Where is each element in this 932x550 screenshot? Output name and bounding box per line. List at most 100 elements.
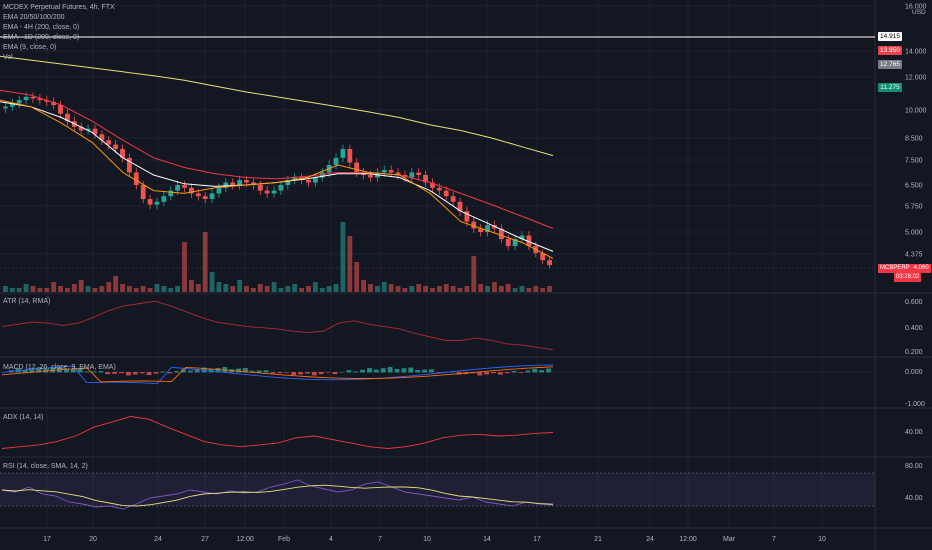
candle-body-4 [30, 96, 36, 99]
candle-body-6 [44, 100, 50, 102]
macd-hist-17 [119, 372, 124, 374]
volume-bar-37 [257, 284, 263, 292]
rsi-tick-1: 40.00 [905, 495, 923, 502]
volume-bar-78 [540, 288, 546, 292]
volume-bar-45 [312, 282, 318, 292]
candle-body-75 [519, 235, 525, 240]
candle-body-35 [244, 180, 249, 183]
macd-label[interactable]: MACD (12, 26, close, 9, EMA, EMA) [3, 364, 116, 371]
macd-hist-62 [429, 369, 434, 373]
candle-body-70 [485, 225, 490, 232]
macd-hist-42 [291, 372, 297, 376]
volume-bar-54 [374, 286, 380, 292]
candle-body-78 [540, 253, 546, 261]
candle-body-18 [127, 157, 132, 173]
candle-body-48 [333, 157, 339, 165]
volume-bar-27 [188, 280, 194, 292]
time-tick-11: 21 [594, 536, 602, 543]
candle-body-46 [319, 172, 325, 178]
legend-ema-1d[interactable]: EMA - 1D (200, close, 0) [3, 34, 80, 41]
macd-line [1, 364, 554, 385]
candle-body-50 [347, 149, 353, 163]
volume-bar-41 [285, 286, 291, 292]
candle-body-23 [161, 196, 167, 202]
atr-tick-1: 0.400 [905, 325, 923, 332]
price-axis[interactable]: 16.000 14.000 12.000 10.000 8.500 7.500 6.500 5… [905, 4, 927, 503]
candle-body-29 [202, 196, 208, 199]
volume-bar-43 [299, 288, 305, 292]
macd-hist-9 [63, 369, 69, 373]
volume-bar-60 [416, 284, 422, 292]
atr-pane [1, 300, 554, 351]
macd-hist-19 [132, 372, 138, 375]
volume-bar-46 [319, 288, 325, 292]
time-tick-12: 24 [646, 536, 654, 543]
macd-hist-35 [243, 368, 248, 373]
volume-bar-5 [37, 288, 43, 292]
time-axis[interactable]: 17 20 24 27 12:00 Feb 4 7 10 14 17 21 24 12:00 Mar 7 10 [43, 536, 826, 543]
volume-bar-51 [354, 262, 360, 292]
macd-hist-18 [125, 372, 131, 376]
candle-body-79 [547, 260, 552, 266]
macd-hist-5 [36, 367, 42, 373]
volume-bar-25 [175, 286, 181, 292]
volume-bar-21 [147, 288, 153, 292]
candle-body-62 [430, 182, 435, 188]
time-tick-2: 24 [154, 536, 162, 543]
candle-body-32 [223, 182, 229, 188]
candle-body-25 [175, 185, 181, 191]
rsi-tick-0: 80.00 [905, 463, 923, 470]
candle-body-14 [99, 134, 105, 141]
macd-hist-56 [387, 367, 393, 373]
volume-bar-64 [443, 284, 449, 292]
volume-bar-56 [388, 284, 394, 292]
macd-hist-49 [339, 371, 345, 373]
rsi-label[interactable]: RSI (14, close, SMA, 14, 2) [3, 463, 88, 470]
time-tick-14: Mar [723, 536, 736, 543]
volume-bar-42 [292, 284, 298, 292]
macd-hist-12 [84, 371, 90, 373]
legend-ema-9[interactable]: EMA (9, close, 0) [3, 44, 57, 51]
candle-body-74 [512, 239, 518, 247]
adx-label[interactable]: ADX (14, 14) [3, 414, 44, 421]
macd-hist-23 [160, 371, 166, 373]
legend-ema-4h[interactable]: EMA - 4H (200, close, 0) [3, 24, 80, 31]
legend-ema-group[interactable]: EMA 20/50/100/200 [3, 14, 65, 21]
time-tick-0: 17 [43, 536, 51, 543]
macd-hist-52 [360, 369, 365, 373]
candle-body-37 [257, 185, 263, 191]
macd-hist-70 [484, 372, 489, 375]
macd-hist-28 [194, 369, 200, 373]
price-tick-1: 14.000 [905, 49, 927, 56]
candle-body-61 [423, 175, 428, 183]
macd-hist-25 [174, 371, 180, 373]
atr-label[interactable]: ATR (14, RMA) [3, 298, 51, 305]
time-tick-8: 10 [423, 536, 431, 543]
candle-body-36 [250, 182, 256, 185]
current-value: 4.060 [913, 265, 929, 271]
legend-volume[interactable]: Vol [3, 54, 13, 61]
price-tag-1: 14.915 [878, 32, 902, 41]
candle-body-73 [505, 239, 511, 247]
volume-bar-55 [381, 282, 387, 292]
candle-body-67 [464, 211, 470, 222]
candle-body-34 [237, 180, 243, 185]
candle-body-66 [457, 201, 463, 212]
candlesticks [3, 92, 552, 269]
candle-body-9 [65, 113, 70, 122]
macd-hist-73 [504, 372, 510, 374]
atr-tick-0: 0.600 [905, 299, 923, 306]
grid-lines [0, 0, 875, 528]
macd-hist-3 [22, 369, 28, 373]
candle-body-30 [209, 193, 215, 199]
legend-title[interactable]: MCDEX Perpetual Futures, 4h, FTX [3, 4, 115, 11]
macd-hist-75 [518, 372, 524, 373]
time-tick-10: 17 [533, 536, 541, 543]
volume-bar-76 [526, 288, 532, 292]
macd-hist-78 [539, 370, 545, 373]
adx-pane [1, 416, 554, 449]
ema-line-2 [0, 55, 554, 157]
candle-body-7 [51, 101, 57, 106]
volume-bar-20 [140, 286, 146, 292]
